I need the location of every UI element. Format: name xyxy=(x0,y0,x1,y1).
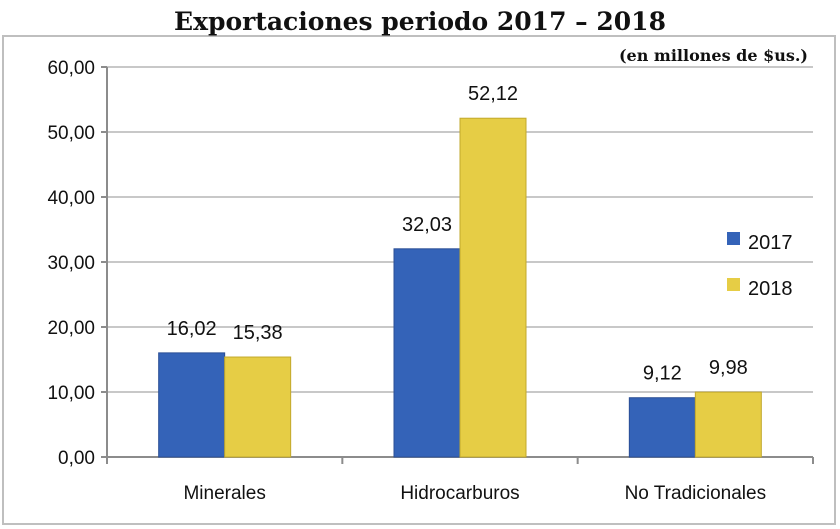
bar-2018-1 xyxy=(459,117,527,458)
data-label-2018-2: 9,98 xyxy=(709,357,748,379)
axes: 0,00 10,00 20,00 30,00 40,00 50,00 60,00 Minera… xyxy=(47,58,814,504)
bars xyxy=(158,117,762,458)
chart-title: Exportaciones periodo 2017 – 2018 xyxy=(174,7,666,36)
y-tick-label-2: 20,00 xyxy=(47,318,95,339)
chart-subtitle: (en millones de $us.) xyxy=(619,46,808,65)
data-label-2017-0: 16,02 xyxy=(167,318,217,340)
y-tick-label-0: 0,00 xyxy=(58,448,95,469)
legend-swatch-2017 xyxy=(727,232,740,245)
x-tick-label-1: Hidrocarburos xyxy=(400,483,519,504)
y-tick-label-1: 10,00 xyxy=(47,383,95,404)
bar-2018-2 xyxy=(694,391,762,458)
legend-label-2018: 2018 xyxy=(748,278,793,300)
bar-2017-1 xyxy=(393,248,461,458)
y-tick-label-6: 60,00 xyxy=(47,58,95,79)
data-label-2017-1: 32,03 xyxy=(402,214,452,236)
legend-label-2017: 2017 xyxy=(748,232,793,254)
bar-2017-2 xyxy=(628,397,696,458)
data-label-2017-2: 9,12 xyxy=(643,363,682,385)
chart-frame xyxy=(2,35,836,525)
legend: 2017 2018 xyxy=(727,232,793,300)
bar-2017-0 xyxy=(158,352,226,458)
x-tick-label-2: No Tradicionales xyxy=(625,483,767,504)
bar-2018-0 xyxy=(224,356,292,458)
y-tick-label-4: 40,00 xyxy=(47,188,95,209)
data-label-2018-0: 15,38 xyxy=(233,322,283,344)
y-tick-label-5: 50,00 xyxy=(47,123,95,144)
y-tick-label-3: 30,00 xyxy=(47,253,95,274)
data-label-2018-1: 52,12 xyxy=(468,83,518,105)
x-tick-label-0: Minerales xyxy=(183,483,265,504)
data-labels: 16,02 15,38 32,03 52,12 9,12 9,98 xyxy=(167,83,748,385)
legend-swatch-2018 xyxy=(727,278,740,291)
